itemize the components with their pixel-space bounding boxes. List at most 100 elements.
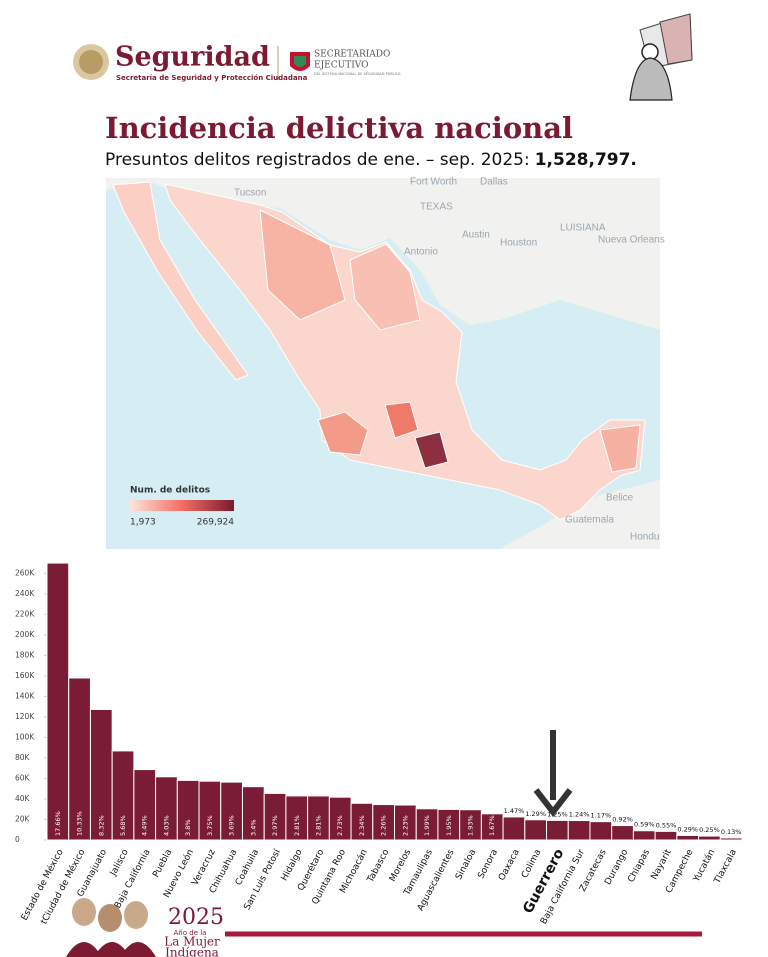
y-tick-label: 240K bbox=[15, 589, 35, 598]
share-label: 8.32% bbox=[97, 815, 105, 836]
y-tick-label: 20K bbox=[15, 814, 31, 823]
x-tick-label: Jalisco bbox=[108, 847, 131, 878]
share-label: 0.25% bbox=[699, 826, 720, 834]
footer-line: La Mujer bbox=[164, 935, 220, 949]
map-state bbox=[349, 243, 421, 331]
bar bbox=[524, 819, 548, 841]
y-tick-label: 0 bbox=[15, 835, 20, 844]
total: 1,528,797. bbox=[535, 150, 637, 170]
bar bbox=[46, 562, 70, 841]
y-tick-label: 220K bbox=[15, 609, 35, 618]
share-label: 1.24% bbox=[569, 811, 590, 819]
map-place: Hondu bbox=[630, 532, 659, 543]
share-label: 0.55% bbox=[656, 821, 677, 829]
legend-gradient bbox=[130, 500, 234, 511]
agency-line: SECRETARIADO bbox=[314, 50, 390, 60]
illustration bbox=[629, 13, 693, 101]
share-label: 0.92% bbox=[612, 816, 633, 824]
map-state bbox=[259, 209, 346, 321]
share-label: 2.23% bbox=[401, 815, 409, 836]
share-label: 4.49% bbox=[141, 815, 149, 836]
title: Incidencia delictiva nacional bbox=[105, 111, 573, 145]
y-tick-label: 180K bbox=[15, 650, 35, 659]
share-label: 3.4% bbox=[249, 819, 257, 836]
subtitle-text: Presuntos delitos registrados de ene. – … bbox=[105, 150, 530, 170]
share-label: 2.26% bbox=[380, 815, 388, 836]
x-tick-label: Chiapas bbox=[626, 848, 652, 885]
arrow bbox=[533, 730, 573, 817]
bar bbox=[698, 835, 721, 841]
y-tick-label: 100K bbox=[15, 732, 35, 741]
share-label: 10.33% bbox=[76, 811, 84, 836]
x-tick-label: Puebla bbox=[151, 848, 174, 879]
map-place: Guatemala bbox=[565, 515, 614, 526]
y-tick-label: 200K bbox=[15, 630, 35, 639]
share-label: 1.17% bbox=[591, 812, 612, 820]
share-label: 1.29% bbox=[525, 810, 546, 818]
y-tick-label: 60K bbox=[15, 773, 31, 782]
bar bbox=[719, 837, 743, 841]
bar bbox=[589, 821, 613, 841]
footer-line: Indígena bbox=[165, 946, 219, 957]
share-label: 2.34% bbox=[358, 815, 366, 836]
share-label: 1.47% bbox=[504, 807, 525, 815]
map-place: LUISIANA bbox=[560, 223, 606, 234]
x-tick-label: Sinaloa bbox=[454, 848, 478, 882]
share-label: 4.03% bbox=[162, 815, 170, 836]
share-label: 5.68% bbox=[119, 815, 127, 836]
seal-inner bbox=[79, 50, 103, 74]
y-tick-label: 140K bbox=[15, 691, 35, 700]
map-state bbox=[414, 431, 449, 469]
map-place: Nueva Orleans bbox=[598, 235, 665, 246]
y-tick-label: 120K bbox=[15, 712, 35, 721]
map-place: Tucson bbox=[234, 188, 266, 199]
share-label: 3.69% bbox=[228, 815, 236, 836]
map-state bbox=[384, 401, 419, 439]
map-place: TEXAS bbox=[420, 202, 453, 213]
share-label: 1.25% bbox=[547, 810, 568, 818]
footer-year: 2025 bbox=[168, 905, 224, 930]
map-state bbox=[599, 424, 641, 473]
bar bbox=[676, 834, 700, 841]
agency-line: EJECUTIVO bbox=[314, 61, 369, 71]
bar bbox=[611, 825, 634, 841]
share-label: 2.81% bbox=[293, 815, 301, 836]
bar-chart: 0 20K 40K 60K 80K 100K 120K 140K 160K 180K 200K 220… bbox=[15, 562, 743, 926]
x-tick-label: Oaxaca bbox=[497, 848, 522, 883]
map: Tucson Fort Worth Dallas TEXAS Austin An… bbox=[106, 177, 665, 549]
x-tick-label: Sonora bbox=[476, 848, 500, 881]
share-label: 1.99% bbox=[423, 815, 431, 836]
map-state bbox=[112, 181, 249, 381]
map-place: Dallas bbox=[480, 177, 508, 188]
map-place: Houston bbox=[500, 238, 537, 249]
bar bbox=[502, 816, 526, 841]
share-label: 2.73% bbox=[336, 815, 344, 836]
brand-subtitle: Secretaría de Seguridad y Protección Ciu… bbox=[116, 74, 308, 82]
share-label: 1.95% bbox=[445, 815, 453, 836]
map-place: Antonio bbox=[404, 247, 438, 258]
share-label: 0.59% bbox=[634, 821, 655, 829]
share-label: 17.66% bbox=[54, 811, 62, 836]
legend-max: 269,924 bbox=[197, 518, 234, 528]
map-land bbox=[500, 480, 660, 549]
brand: Seguridad bbox=[115, 42, 270, 73]
share-label: 2.97% bbox=[271, 815, 279, 836]
legend-min: 1,973 bbox=[130, 518, 156, 528]
agency-logo-inner bbox=[294, 56, 306, 67]
bar bbox=[546, 819, 569, 841]
footer-illustration bbox=[66, 898, 156, 957]
y-tick-label: 80K bbox=[15, 753, 31, 762]
map-state bbox=[317, 411, 369, 456]
share-label: 0.13% bbox=[721, 828, 742, 836]
share-label: 3.75% bbox=[206, 815, 214, 836]
agency-line: DEL SISTEMA NACIONAL DE SEGURIDAD PÚBLIC… bbox=[314, 71, 401, 76]
map-land bbox=[106, 178, 660, 330]
share-label: 1.93% bbox=[467, 815, 475, 836]
y-tick-label: 40K bbox=[15, 794, 31, 803]
legend-title: Num. de delitos bbox=[130, 486, 210, 496]
share-label: 0.29% bbox=[677, 825, 698, 833]
share-label: 2.81% bbox=[314, 815, 322, 836]
